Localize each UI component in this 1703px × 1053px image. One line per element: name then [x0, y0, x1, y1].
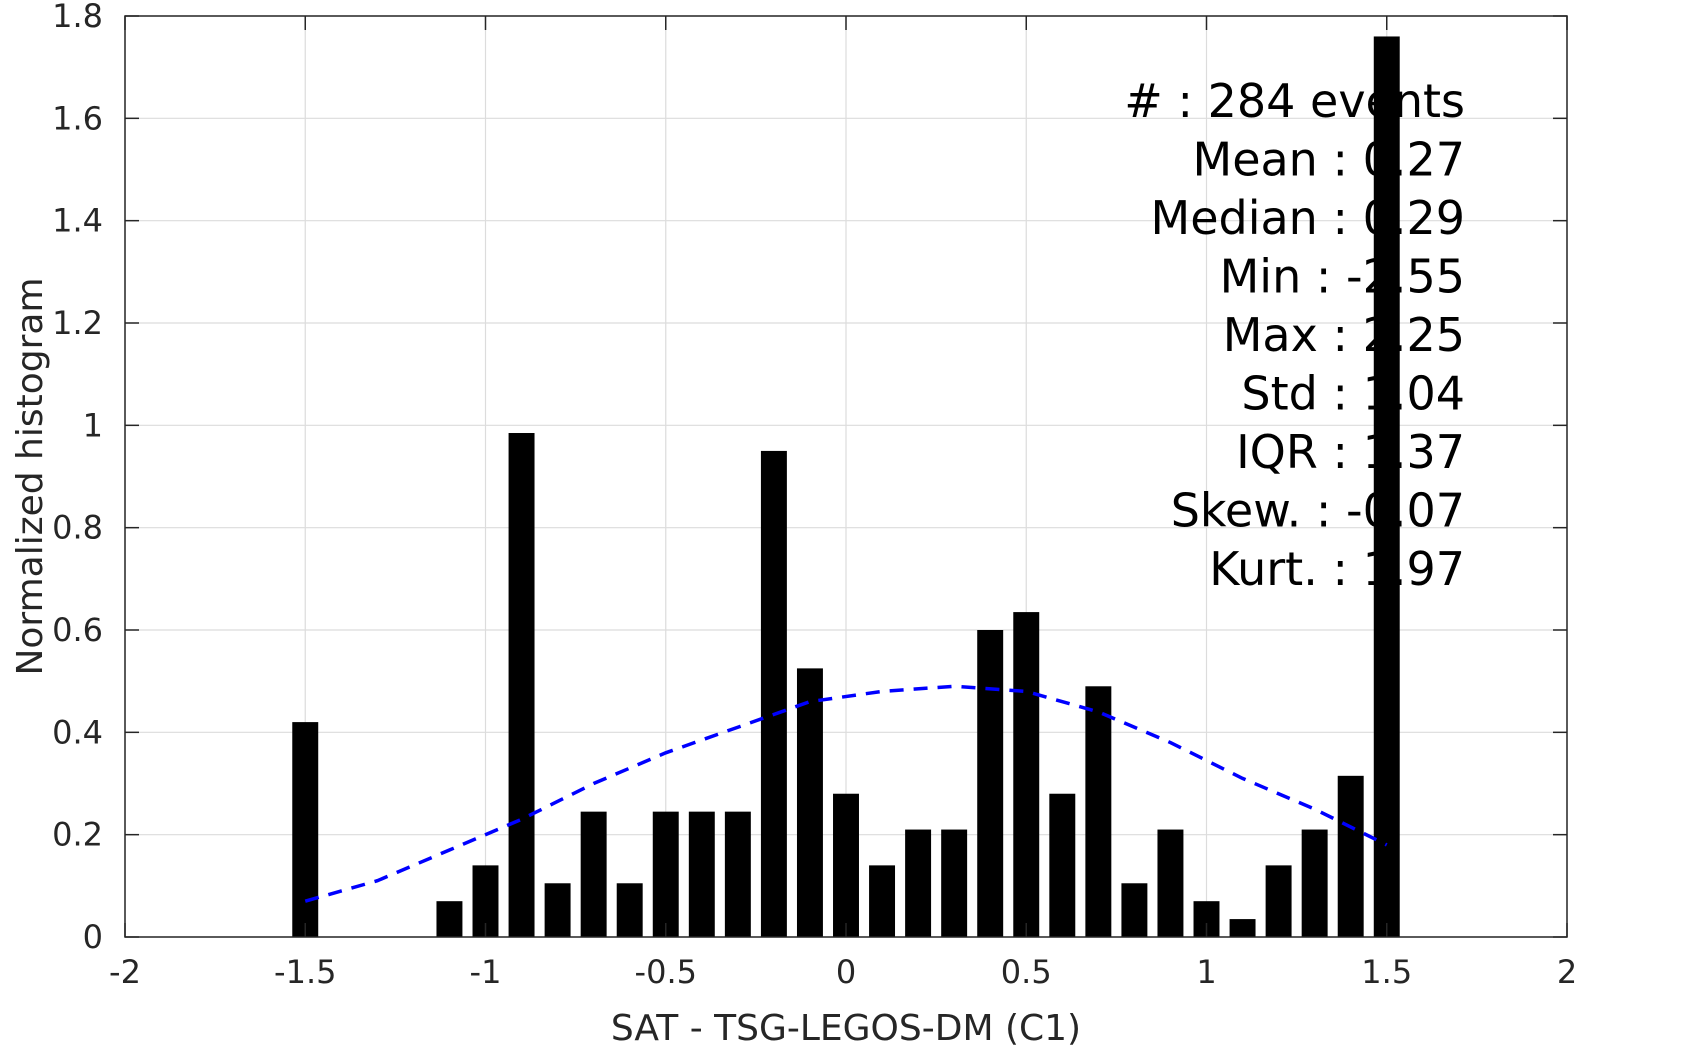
grid-lines [124, 15, 1568, 938]
histogram-bar [1013, 612, 1040, 937]
x-tick-label: 0 [836, 953, 856, 991]
x-axis-label: SAT - TSG-LEGOS-DM (C1) [611, 1008, 1081, 1049]
stat-line: Min : -2.55 [1220, 250, 1465, 304]
x-tick-label: 1.5 [1361, 953, 1412, 991]
histogram-bar [1229, 919, 1256, 937]
histogram-bar [977, 630, 1004, 937]
histogram-bar [905, 829, 932, 937]
x-tick-label: 2 [1557, 953, 1577, 991]
x-tick-label: -1.5 [274, 953, 336, 991]
stat-line: # : 284 events [1124, 74, 1465, 128]
stat-value: 1.97 [1363, 542, 1465, 596]
stat-label: Max : [1223, 308, 1363, 362]
histogram-bar [1265, 865, 1292, 937]
histogram-bar [796, 668, 823, 937]
histogram-bar [580, 811, 607, 937]
stat-value: 0.29 [1363, 191, 1465, 245]
stat-value: 0.27 [1363, 133, 1465, 187]
stat-value: 2.25 [1363, 308, 1465, 362]
histogram-bar [688, 811, 715, 937]
stat-line: Skew. : -0.07 [1171, 484, 1465, 538]
stat-line: Median : 0.29 [1151, 191, 1465, 245]
histogram-bar [1337, 775, 1364, 937]
y-tick-label: 0.4 [52, 713, 103, 751]
fit-curve-line [304, 684, 1388, 903]
histogram-bar [1373, 36, 1400, 937]
x-tick-label: -1 [470, 953, 502, 991]
histogram-bar [508, 433, 535, 937]
histogram-bar [869, 865, 896, 937]
y-tick-label: 1.4 [52, 202, 103, 240]
histogram-bar [760, 450, 787, 937]
stat-label: # : [1124, 74, 1207, 128]
x-axis-ticks: -2 -1.5 -1 -0.5 0 0.5 1 1.5 2 [109, 16, 1577, 991]
x-tick-label: 1 [1196, 953, 1216, 991]
stat-value: 284 events [1208, 74, 1465, 128]
stat-label: Kurt. : [1209, 542, 1362, 596]
stat-label: Std : [1241, 367, 1362, 421]
y-tick-label: 0.8 [52, 509, 103, 547]
y-tick-label: 1.2 [52, 304, 103, 342]
histogram-bar [1049, 793, 1076, 937]
y-tick-label: 1.8 [52, 0, 103, 35]
y-axis-ticks: 0 0.2 0.4 0.6 0.8 1 1.2 1.4 1.6 1.8 [52, 0, 1567, 956]
y-tick-label: 1.6 [52, 99, 103, 137]
histogram-bar [436, 901, 463, 937]
stat-label: Skew. : [1171, 484, 1346, 538]
histogram-bar [1085, 686, 1112, 937]
stat-line: Std : 1.04 [1241, 367, 1465, 421]
stat-line: IQR : 1.37 [1236, 425, 1465, 479]
histogram-bar [724, 811, 751, 937]
x-tick-label: -0.5 [635, 953, 697, 991]
histogram-bar [941, 829, 968, 937]
y-tick-label: 1 [83, 406, 103, 444]
y-tick-label: 0.6 [52, 611, 103, 649]
histogram-bar [292, 722, 319, 937]
stat-value: -0.07 [1346, 484, 1465, 538]
stat-line: Max : 2.25 [1223, 308, 1465, 362]
histogram-bar [1301, 829, 1328, 937]
histogram-bar [1121, 883, 1148, 937]
histogram-bar [1157, 829, 1184, 937]
stat-line: Mean : 0.27 [1193, 133, 1466, 187]
histogram-bar [544, 883, 571, 937]
histogram-bar [833, 793, 859, 937]
histogram-bar [652, 811, 679, 937]
y-tick-label: 0 [83, 918, 103, 956]
normal-fit-curve [304, 684, 1388, 903]
stat-value: 1.37 [1363, 425, 1465, 479]
y-axis-label: Normalized histogram [10, 277, 51, 675]
stat-value: 1.04 [1363, 367, 1465, 421]
x-tick-label: -2 [109, 953, 141, 991]
stat-line: Kurt. : 1.97 [1209, 542, 1465, 596]
stat-value: -2.55 [1346, 250, 1465, 304]
bar-series [292, 36, 1400, 937]
stat-label: IQR : [1236, 425, 1362, 479]
histogram-bar [616, 883, 643, 937]
stat-label: Min : [1220, 250, 1346, 304]
stat-label: Mean : [1193, 133, 1363, 187]
x-tick-label: 0.5 [1001, 953, 1052, 991]
y-tick-label: 0.2 [52, 816, 103, 854]
stat-label: Median : [1151, 191, 1363, 245]
